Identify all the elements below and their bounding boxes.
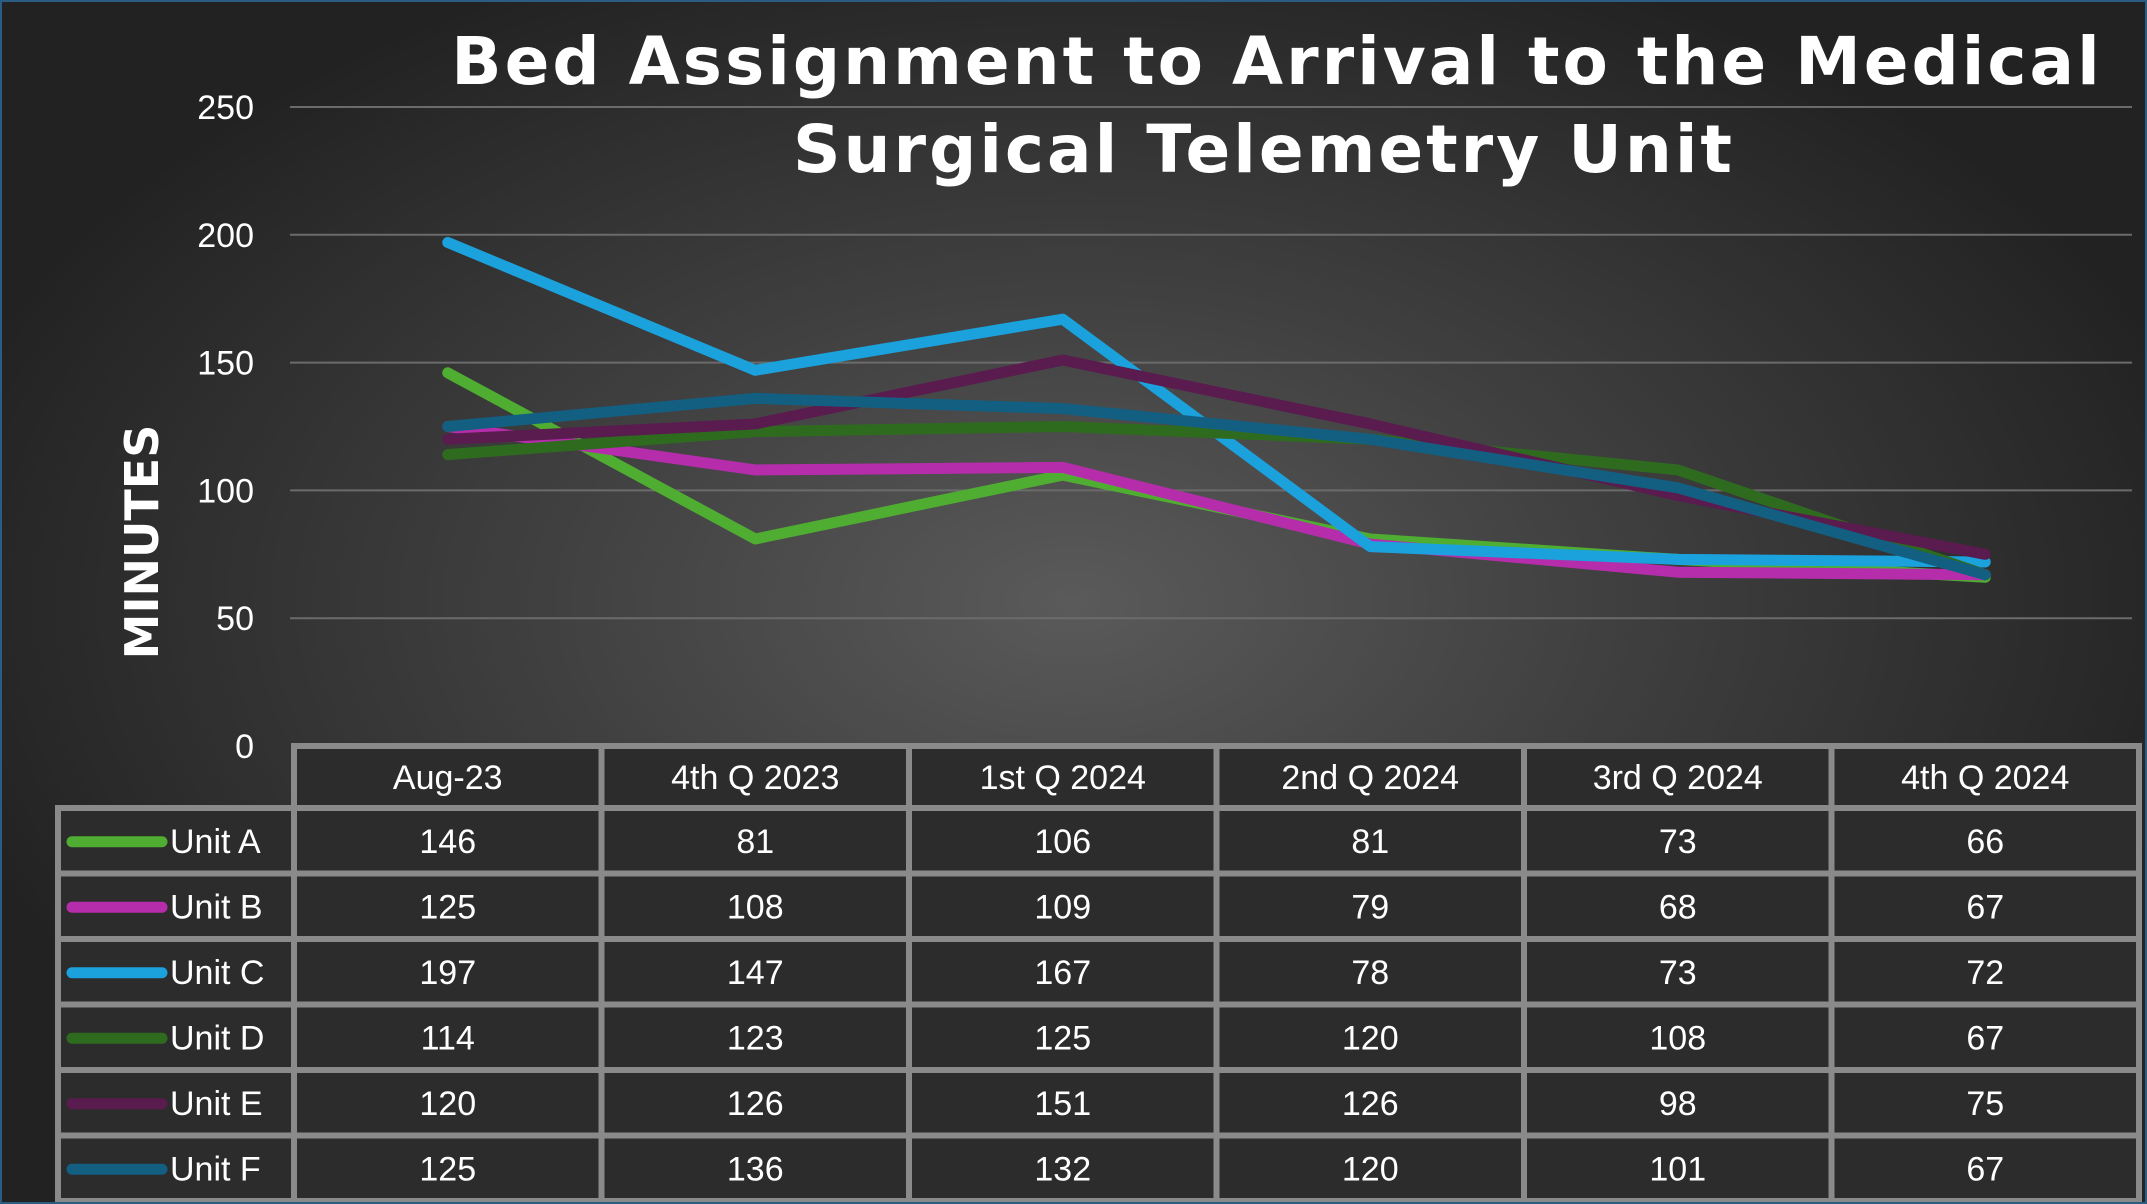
data-label: 197: [419, 954, 476, 992]
x-tick-label: 2nd Q 2024: [1281, 759, 1459, 797]
data-label: 125: [1034, 1019, 1091, 1057]
chart-title-line: Bed Assignment to Arrival to the Medical: [451, 23, 2102, 100]
data-label: 101: [1649, 1150, 1706, 1188]
data-label: 67: [1966, 1150, 2004, 1188]
table-header-cell: [1213, 743, 1527, 811]
series-lines: [442, 236, 1991, 583]
chart-title-line: Surgical Telemetry Unit: [793, 111, 1735, 188]
data-label: 147: [727, 954, 784, 992]
table-cell: [1828, 870, 2142, 942]
data-label: 75: [1966, 1085, 2004, 1123]
series-line-unit-b: [442, 421, 1991, 581]
data-label: 136: [727, 1150, 784, 1188]
data-label: 72: [1966, 954, 2004, 992]
x-tick-label: 3rd Q 2024: [1593, 759, 1763, 797]
table-cell: [906, 870, 1220, 942]
data-label: 120: [1342, 1150, 1399, 1188]
data-label: 109: [1034, 888, 1091, 926]
data-label: 68: [1659, 888, 1697, 926]
data-label: 114: [421, 1019, 475, 1057]
y-tick-label: 0: [235, 728, 254, 766]
x-tick-label: 4th Q 2024: [1901, 759, 2069, 797]
data-label: 66: [1966, 823, 2004, 861]
table-header-cell: [1828, 743, 2142, 811]
data-label: 73: [1659, 823, 1697, 861]
data-label: 123: [727, 1019, 784, 1057]
data-label: 120: [419, 1085, 476, 1123]
table-cell: [598, 870, 912, 942]
x-tick-label: 4th Q 2023: [671, 759, 839, 797]
gridlines: [290, 106, 2132, 620]
legend-entry: Unit D: [170, 1019, 264, 1057]
legend-entry: Unit C: [170, 954, 264, 992]
data-label: 108: [727, 888, 784, 926]
data-label: 125: [419, 888, 476, 926]
data-label: 126: [727, 1085, 784, 1123]
data-label: 126: [1342, 1085, 1399, 1123]
data-label: 98: [1659, 1085, 1697, 1123]
data-label: 106: [1034, 823, 1091, 861]
legend-entry: Unit B: [170, 888, 263, 926]
data-label: 167: [1034, 954, 1091, 992]
table-cell: [1828, 936, 2142, 1008]
data-label: 67: [1966, 888, 2004, 926]
data-label: 81: [736, 823, 774, 861]
table-cell: [1828, 1067, 2142, 1139]
data-label: 67: [1966, 1019, 2004, 1057]
table-header-cell: [291, 743, 605, 811]
x-tick-label: Aug-23: [393, 759, 503, 797]
y-tick-label: 250: [197, 89, 254, 127]
table-cell: [1828, 1132, 2142, 1202]
data-label: 81: [1351, 823, 1389, 861]
data-label: 108: [1649, 1019, 1706, 1057]
table-cell: [1213, 936, 1527, 1008]
table-cell: [1213, 1001, 1527, 1073]
legend-entry: Unit E: [170, 1085, 263, 1123]
legend-entry: Unit A: [170, 823, 261, 861]
data-label: 132: [1034, 1150, 1091, 1188]
y-tick-label: 50: [216, 600, 254, 638]
table-cell: [598, 805, 912, 877]
table-cell: [291, 1067, 605, 1139]
data-label: 78: [1351, 954, 1389, 992]
series-line-unit-f: [442, 392, 1991, 581]
data-label: 151: [1034, 1085, 1091, 1123]
y-axis-ticks: 0 50 100 150 200 250: [197, 89, 254, 766]
y-tick-label: 150: [197, 345, 254, 383]
legend-entry: Unit F: [170, 1150, 261, 1188]
data-label: 79: [1351, 888, 1389, 926]
y-tick-label: 200: [197, 217, 254, 255]
data-label: 146: [419, 823, 476, 861]
table-cell: [906, 805, 1220, 877]
data-label: 120: [1342, 1019, 1399, 1057]
data-table: Aug-23 4th Q 2023 1st Q 2024 2nd Q 2024 3rd …: [55, 743, 2142, 1202]
data-label: 73: [1659, 954, 1697, 992]
x-tick-label: 1st Q 2024: [980, 759, 1146, 797]
series-line-unit-d: [442, 421, 1991, 581]
table-cell: [1521, 1132, 1835, 1202]
chart-title: Bed Assignment to Arrival to the Medical…: [451, 23, 2102, 188]
table-cell: [1521, 1001, 1835, 1073]
table-cell: [1521, 1067, 1835, 1139]
y-tick-label: 100: [197, 472, 254, 510]
data-label: 125: [419, 1150, 476, 1188]
y-axis-label: MINUTES: [115, 425, 169, 660]
table-cell: [906, 1067, 1220, 1139]
